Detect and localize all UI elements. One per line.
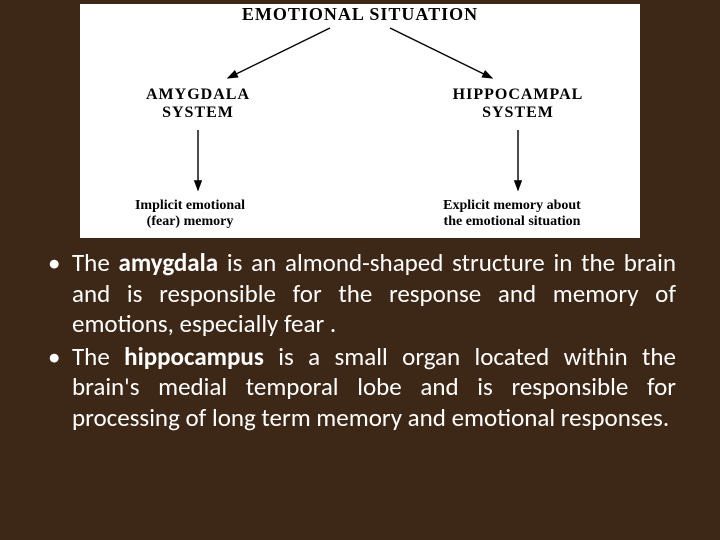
diagram-leaf-explicit: Explicit memory about the emotional situ… [387, 198, 637, 230]
diagram-leaf-implicit: Implicit emotional (fear) memory [80, 198, 300, 230]
node-line: SYSTEM [482, 104, 554, 121]
diagram-edge [228, 28, 330, 78]
list-item: The hippocampus is a small organ located… [44, 342, 676, 434]
diagram-root-label: EMOTIONAL SITUATION [80, 4, 640, 25]
node-line: HIPPOCAMPAL [453, 86, 584, 103]
node-line: Implicit emotional [135, 198, 245, 213]
text-panel: The amygdala is an almond-shaped structu… [0, 238, 720, 540]
node-line: the emotional situation [444, 214, 581, 229]
bullet-pre: The [72, 341, 124, 372]
node-line: Explicit memory about [443, 198, 581, 213]
bullet-keyword: amygdala [119, 247, 219, 278]
list-item: The amygdala is an almond-shaped structu… [44, 248, 676, 340]
diagram-node-hippocampal: HIPPOCAMPAL SYSTEM [408, 86, 628, 123]
node-line: SYSTEM [162, 104, 234, 121]
bullet-list: The amygdala is an almond-shaped structu… [44, 248, 676, 433]
diagram-panel: EMOTIONAL SITUATION AMYGDALA SYSTEM HIPP… [80, 4, 640, 238]
bullet-keyword: hippocampus [124, 341, 264, 372]
diagram-node-amygdala: AMYGDALA SYSTEM [98, 86, 298, 123]
bullet-pre: The [72, 247, 119, 278]
node-line: AMYGDALA [146, 86, 250, 103]
node-line: (fear) memory [147, 214, 234, 229]
diagram-edge [390, 28, 492, 78]
